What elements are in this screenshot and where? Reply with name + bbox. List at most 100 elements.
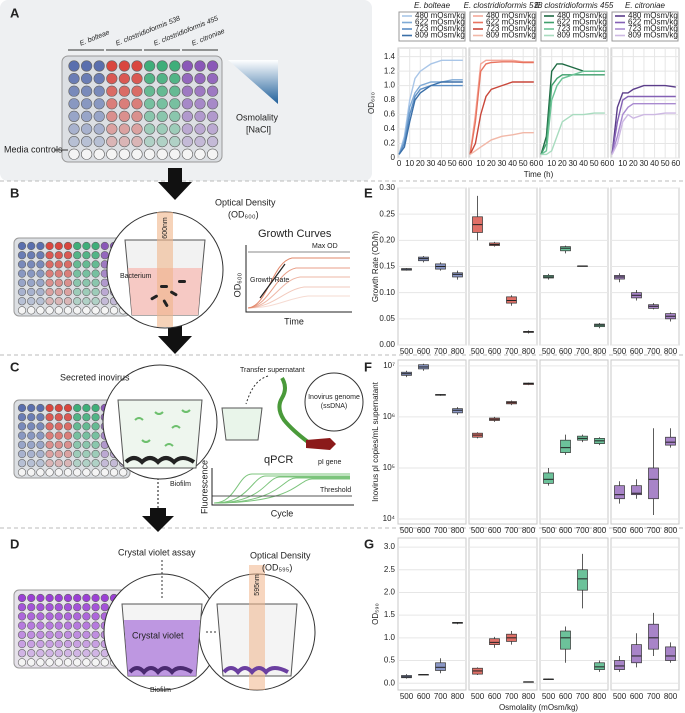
- inovirus-particles: [134, 409, 191, 447]
- well: [27, 287, 36, 297]
- well: [27, 468, 36, 477]
- well: [169, 72, 181, 85]
- well: [45, 603, 54, 612]
- assay-label: Crystal violet assay: [118, 547, 196, 557]
- well: [100, 449, 109, 459]
- series-line: [540, 74, 605, 155]
- well: [207, 123, 219, 135]
- x-tick-label: 600: [559, 526, 573, 535]
- y-tick-label: 0.4: [384, 124, 396, 133]
- well: [169, 136, 181, 148]
- well: [27, 403, 36, 413]
- well: [17, 251, 27, 260]
- well: [131, 85, 143, 97]
- x-tick-label: 800: [451, 526, 465, 535]
- well: [68, 60, 80, 72]
- facet-title: E. clostridioformis 538: [464, 1, 543, 10]
- well: [36, 241, 45, 251]
- y-tick-label: 1.0: [384, 633, 396, 642]
- well: [68, 110, 80, 122]
- well: [36, 413, 45, 422]
- well: [82, 649, 91, 658]
- series-line: [469, 59, 534, 155]
- od-title: Optical Density: [215, 197, 276, 207]
- y-tick-label: 0.8: [384, 95, 396, 104]
- well: [156, 148, 168, 160]
- well: [27, 603, 36, 612]
- series-line: [398, 84, 463, 155]
- box: [648, 623, 659, 650]
- well: [80, 148, 93, 160]
- well: [27, 269, 36, 278]
- well: [54, 413, 63, 422]
- well: [82, 603, 91, 612]
- x-axis-label: Time (h): [524, 170, 554, 179]
- x-tick-label: 800: [593, 347, 607, 356]
- osmolality-label: Osmolality: [236, 112, 279, 122]
- box: [614, 485, 625, 500]
- x-tick-label: 500: [400, 526, 414, 535]
- well: [194, 148, 206, 160]
- well: [63, 440, 73, 449]
- well: [36, 297, 45, 306]
- well: [36, 440, 45, 449]
- arrow: [158, 322, 192, 354]
- well: [131, 72, 143, 85]
- legend-label: 480 mOsm/kg: [415, 11, 465, 20]
- legend-label: 809 mOsm/kg: [628, 31, 678, 40]
- well: [109, 468, 119, 477]
- well: [63, 630, 73, 639]
- box: [543, 472, 554, 484]
- well: [106, 148, 118, 160]
- well: [36, 449, 45, 459]
- well: [91, 630, 100, 639]
- well: [73, 251, 82, 260]
- well: [82, 612, 91, 621]
- well: [68, 136, 80, 148]
- well: [169, 148, 181, 160]
- growth-rate-label: Growth Rate: [250, 277, 289, 284]
- well: [45, 440, 54, 449]
- y-tick-label: 0.00: [379, 340, 395, 349]
- stained-biofilm: [222, 666, 289, 676]
- well: [91, 459, 100, 468]
- well: [80, 72, 93, 85]
- gradient-triangle: [228, 60, 278, 104]
- x-tick-label: 30: [568, 159, 577, 168]
- well: [91, 297, 100, 306]
- well: [73, 413, 82, 422]
- well: [17, 468, 27, 477]
- well: [82, 630, 91, 639]
- x-tick-label: 500: [613, 526, 627, 535]
- y-tick-label: 10⁶: [383, 412, 395, 421]
- well: [194, 60, 206, 72]
- x-tick-label: 700: [434, 526, 448, 535]
- y-tick-label: 1.5: [384, 610, 396, 619]
- y-tick-label: 1.0: [384, 81, 396, 90]
- well: [17, 306, 27, 315]
- x-tick-label: 40: [650, 159, 659, 168]
- x-tick-label: 500: [471, 526, 485, 535]
- legend-label: 723 mOsm/kg: [557, 24, 607, 33]
- x-tick-label: 800: [593, 692, 607, 701]
- well: [36, 431, 45, 440]
- well: [73, 658, 82, 667]
- well: [156, 136, 168, 148]
- well: [27, 306, 36, 315]
- series-line: [611, 95, 676, 155]
- well: [45, 260, 54, 269]
- well: [17, 612, 27, 621]
- well: [63, 403, 73, 413]
- well: [207, 136, 219, 148]
- x-tick-label: 700: [647, 347, 661, 356]
- well: [36, 639, 45, 649]
- well: [100, 297, 109, 306]
- well: [45, 413, 54, 422]
- x-tick-label: 50: [448, 159, 457, 168]
- well: [63, 269, 73, 278]
- well: [93, 148, 105, 160]
- well: [118, 98, 130, 110]
- box: [506, 296, 517, 304]
- well: [106, 98, 118, 110]
- well: [82, 403, 91, 413]
